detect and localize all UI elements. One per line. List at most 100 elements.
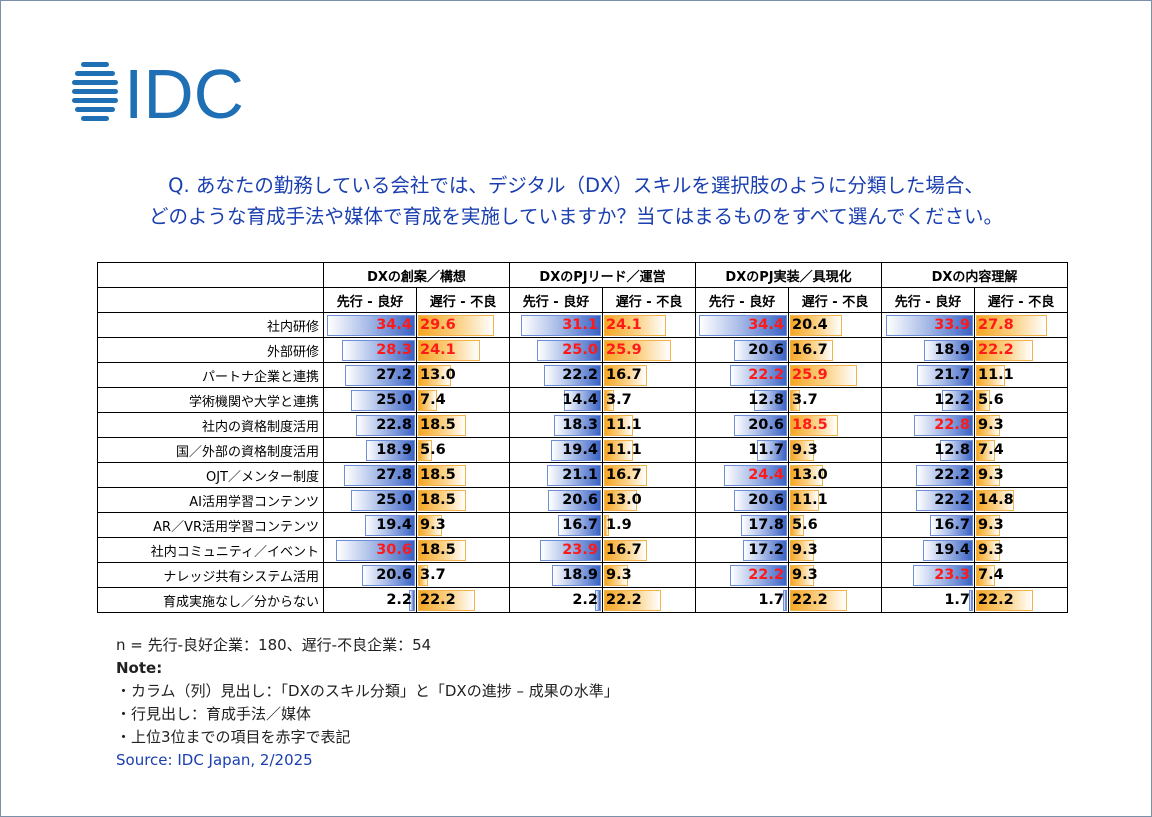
row-label: OJT／メンター制度 [97, 462, 324, 488]
lead-bar [351, 490, 415, 511]
idc-logo: IDC [72, 60, 244, 122]
lag-value: 14.8 [978, 492, 1014, 508]
lag-bar [418, 565, 428, 586]
lead-bar [345, 365, 415, 386]
lead-value: 20.6 [748, 492, 784, 508]
lead-value: 11.7 [748, 442, 784, 458]
sub-column-header-lag: 遅行 - 不良 [602, 287, 696, 313]
lag-bar [418, 515, 442, 536]
column-group-header: DXのPJリード／運営 [509, 262, 696, 288]
lead-value-cell: 25.0 [323, 387, 417, 413]
lag-value-cell: 16.7 [602, 537, 696, 563]
lag-value-cell: 18.5 [416, 412, 510, 438]
lag-bar [418, 465, 466, 486]
lag-value: 3.7 [606, 392, 632, 408]
lag-value-cell: 24.1 [416, 337, 510, 363]
lag-value-cell: 11.1 [602, 437, 696, 463]
lead-value-cell: 18.9 [509, 562, 603, 588]
lead-value: 19.4 [562, 442, 598, 458]
results-table: DXの創案／構想 DXのPJリード／運営 DXのPJ実装／具現化 DXの内容理解… [97, 262, 1068, 613]
lead-value: 25.0 [562, 342, 598, 358]
lag-value: 22.2 [792, 592, 828, 608]
sample-size: n = 先行-良好企業：180、遅行-不良企業：54 [116, 636, 432, 654]
lag-bar [976, 490, 1014, 511]
lag-bar [790, 465, 823, 486]
lag-value: 9.3 [978, 417, 1004, 433]
lead-value: 17.2 [748, 542, 784, 558]
lag-bar [790, 490, 819, 511]
lag-value: 11.1 [606, 417, 642, 433]
lead-value-cell: 33.9 [881, 312, 975, 338]
lag-value: 5.6 [420, 442, 446, 458]
lead-value: 34.4 [376, 317, 412, 333]
lead-value: 16.7 [562, 517, 598, 533]
lag-value: 16.7 [606, 367, 642, 383]
lag-value-cell: 5.6 [788, 512, 882, 538]
lag-value: 1.9 [606, 517, 632, 533]
idc-globe-icon [72, 62, 118, 121]
lag-bar [604, 440, 633, 461]
lag-value: 20.4 [792, 317, 828, 333]
sub-column-header-lead: 先行 - 良好 [881, 287, 975, 313]
table-row: 学術機関や大学と連携 25.0 7.4 14.4 3.7 12.8 3.7 12.2 5.6 [97, 387, 1068, 413]
lead-value-cell: 22.2 [881, 462, 975, 488]
lag-bar [976, 415, 1000, 436]
lead-bar [783, 590, 787, 611]
lead-bar [409, 590, 415, 611]
lag-value: 24.1 [606, 317, 642, 333]
sub-column-header-lead: 先行 - 良好 [323, 287, 417, 313]
lead-bar [734, 490, 787, 511]
lag-value: 22.2 [420, 592, 456, 608]
lag-bar [976, 390, 990, 411]
lag-bar [418, 340, 480, 361]
idc-logo-text: IDC [124, 60, 244, 122]
lead-bar [917, 365, 973, 386]
row-label: ナレッジ共有システム活用 [97, 562, 324, 588]
lag-value: 16.7 [606, 467, 642, 483]
lead-value-cell: 21.1 [509, 462, 603, 488]
lag-value: 5.6 [792, 517, 818, 533]
lag-value: 18.5 [792, 417, 828, 433]
lag-value: 13.0 [420, 367, 456, 383]
lead-bar [913, 565, 973, 586]
lag-value: 22.2 [978, 342, 1014, 358]
lag-bar [790, 390, 800, 411]
lead-bar [930, 515, 973, 536]
lead-value-cell: 11.7 [695, 437, 789, 463]
lead-bar [544, 365, 601, 386]
lag-bar [604, 540, 647, 561]
lag-bar [418, 315, 494, 336]
column-group-header: DXの創案／構想 [323, 262, 510, 288]
lag-bar [976, 590, 1033, 611]
lag-bar [604, 390, 614, 411]
lag-value: 13.0 [792, 467, 828, 483]
lead-bar [734, 340, 787, 361]
lead-value-cell: 22.8 [881, 412, 975, 438]
lead-value: 21.1 [562, 467, 598, 483]
lead-bar [754, 390, 787, 411]
lead-value-cell: 34.4 [695, 312, 789, 338]
lag-bar [790, 415, 838, 436]
lag-bar [418, 365, 451, 386]
lead-value-cell: 14.4 [509, 387, 603, 413]
lead-bar [940, 440, 973, 461]
lead-value-cell: 17.2 [695, 537, 789, 563]
lead-value-cell: 20.6 [323, 562, 417, 588]
lag-value-cell: 16.7 [602, 462, 696, 488]
lag-value: 25.9 [792, 367, 828, 383]
lag-bar [418, 390, 437, 411]
lag-value-cell: 5.6 [974, 387, 1068, 413]
row-label: 社内の資格制度活用 [97, 412, 324, 438]
lag-value: 9.3 [792, 442, 818, 458]
table-row: AI活用学習コンテンツ 25.0 18.5 20.6 13.0 20.6 11.1 22.2 1… [97, 487, 1068, 513]
lead-value-cell: 22.2 [695, 362, 789, 388]
lag-value-cell: 3.7 [602, 387, 696, 413]
lag-value-cell: 22.2 [974, 337, 1068, 363]
notes-block: n = 先行-良好企業：180、遅行-不良企業：54 Note: ・カラム（列）… [116, 634, 619, 772]
corner-cell [97, 287, 324, 313]
table-row: 育成実施なし／分からない 2.2 22.2 2.2 22.2 1.7 22.2 1.7 22.2 [97, 587, 1068, 613]
lag-value: 11.1 [792, 492, 828, 508]
row-label: 学術機関や大学と連携 [97, 387, 324, 413]
lead-value-cell: 16.7 [509, 512, 603, 538]
lead-value: 22.2 [562, 367, 598, 383]
